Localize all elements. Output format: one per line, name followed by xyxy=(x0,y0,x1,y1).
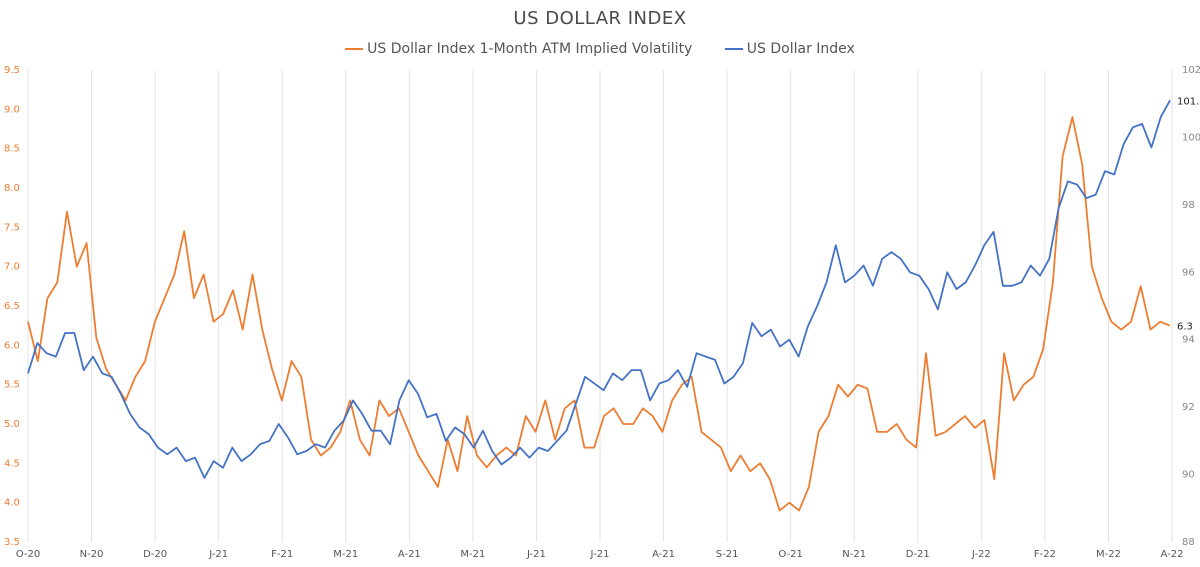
series-lines xyxy=(27,99,1171,512)
left-axis-tick-label: 6.0 xyxy=(4,340,20,351)
left-axis-tick-label: 7.0 xyxy=(4,262,20,273)
x-tick-label: S-21 xyxy=(716,549,739,560)
end-labels: 6.3 101.1 xyxy=(1177,96,1200,332)
x-tick-label: O-20 xyxy=(16,549,40,560)
x-tick-label: M-21 xyxy=(333,549,358,560)
x-tick-label: A-22 xyxy=(1161,549,1184,560)
x-tick-label: J-21 xyxy=(526,549,546,560)
x-tick-label: N-20 xyxy=(80,549,104,560)
x-tick-label: F-21 xyxy=(271,549,293,560)
x-tick-label: F-22 xyxy=(1034,549,1056,560)
left-axis: 3.5 4.0 4.5 5.0 5.5 6.0 6.5 7.0 7.5 8.0 8.5 9.0 9.5 xyxy=(4,65,20,548)
left-axis-tick-label: 7.5 xyxy=(4,222,20,233)
left-axis-tick-label: 5.0 xyxy=(4,419,20,430)
right-axis-tick-label: 90 xyxy=(1182,470,1195,481)
x-tick-label: M-22 xyxy=(1096,549,1121,560)
left-axis-tick-label: 6.5 xyxy=(4,301,20,312)
left-axis-tick-label: 4.5 xyxy=(4,458,20,469)
x-tick-label: A-21 xyxy=(652,549,675,560)
right-axis-tick-label: 96 xyxy=(1182,267,1195,278)
dollar-index-line xyxy=(27,99,1171,479)
volatility-end-label: 6.3 xyxy=(1177,322,1193,333)
x-tick-label: J-21 xyxy=(590,549,610,560)
x-tick-label: O-21 xyxy=(778,549,802,560)
left-axis-tick-label: 5.5 xyxy=(4,380,20,391)
right-axis-tick-label: 100 xyxy=(1182,132,1200,143)
legend-item-dollar-index: US Dollar Index xyxy=(724,41,855,57)
right-axis-tick-label: 94 xyxy=(1182,335,1195,346)
grid xyxy=(27,70,1173,542)
left-axis-tick-label: 3.5 xyxy=(4,537,20,548)
legend-item-volatility: US Dollar Index 1-Month ATM Implied Vola… xyxy=(345,41,692,57)
x-tick-label: D-21 xyxy=(906,549,930,560)
right-axis: 88 90 92 94 96 98 100 102 xyxy=(1182,65,1200,548)
right-axis-tick-label: 92 xyxy=(1182,402,1195,413)
dollar-index-end-label: 101.1 xyxy=(1177,96,1200,107)
x-tick-label: J-21 xyxy=(208,549,228,560)
volatility-line xyxy=(27,116,1171,512)
legend-label-volatility: US Dollar Index 1-Month ATM Implied Vola… xyxy=(367,41,693,57)
x-tick-label: M-21 xyxy=(460,549,485,560)
x-tick-label: J-22 xyxy=(971,549,991,560)
x-tick-label: A-21 xyxy=(398,549,421,560)
right-axis-tick-label: 88 xyxy=(1182,537,1195,548)
left-axis-tick-label: 9.0 xyxy=(4,104,20,115)
left-axis-tick-label: 4.0 xyxy=(4,498,20,509)
legend-swatch-volatility xyxy=(345,48,364,50)
legend-swatch-dollar-index xyxy=(724,48,743,50)
right-axis-tick-label: 98 xyxy=(1182,200,1195,211)
left-axis-tick-label: 8.0 xyxy=(4,183,20,194)
chart-title: US DOLLAR INDEX xyxy=(513,8,687,29)
left-axis-tick-label: 9.5 xyxy=(4,65,20,76)
left-axis-tick-label: 8.5 xyxy=(4,144,20,155)
x-tick-label: N-21 xyxy=(842,549,866,560)
right-axis-tick-label: 102 xyxy=(1182,65,1200,76)
x-axis: O-20 N-20 D-20 J-21 F-21 M-21 A-21 M-21 J-21 J-21… xyxy=(16,549,1184,560)
legend-label-dollar-index: US Dollar Index xyxy=(746,41,855,57)
x-tick-label: D-20 xyxy=(143,549,167,560)
legend: US Dollar Index 1-Month ATM Implied Vola… xyxy=(0,38,1200,57)
